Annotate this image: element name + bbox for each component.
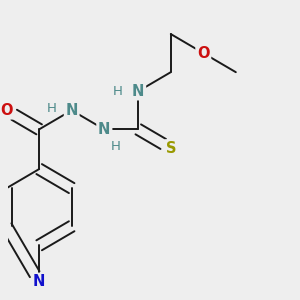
Text: N: N [65,103,78,118]
Text: H: H [113,85,123,98]
Text: H: H [46,102,56,115]
Text: H: H [111,140,121,153]
Text: N: N [33,274,45,289]
Text: O: O [0,103,13,118]
Text: O: O [197,46,209,61]
Text: S: S [166,141,176,156]
Text: N: N [98,122,110,137]
Text: N: N [132,84,144,99]
